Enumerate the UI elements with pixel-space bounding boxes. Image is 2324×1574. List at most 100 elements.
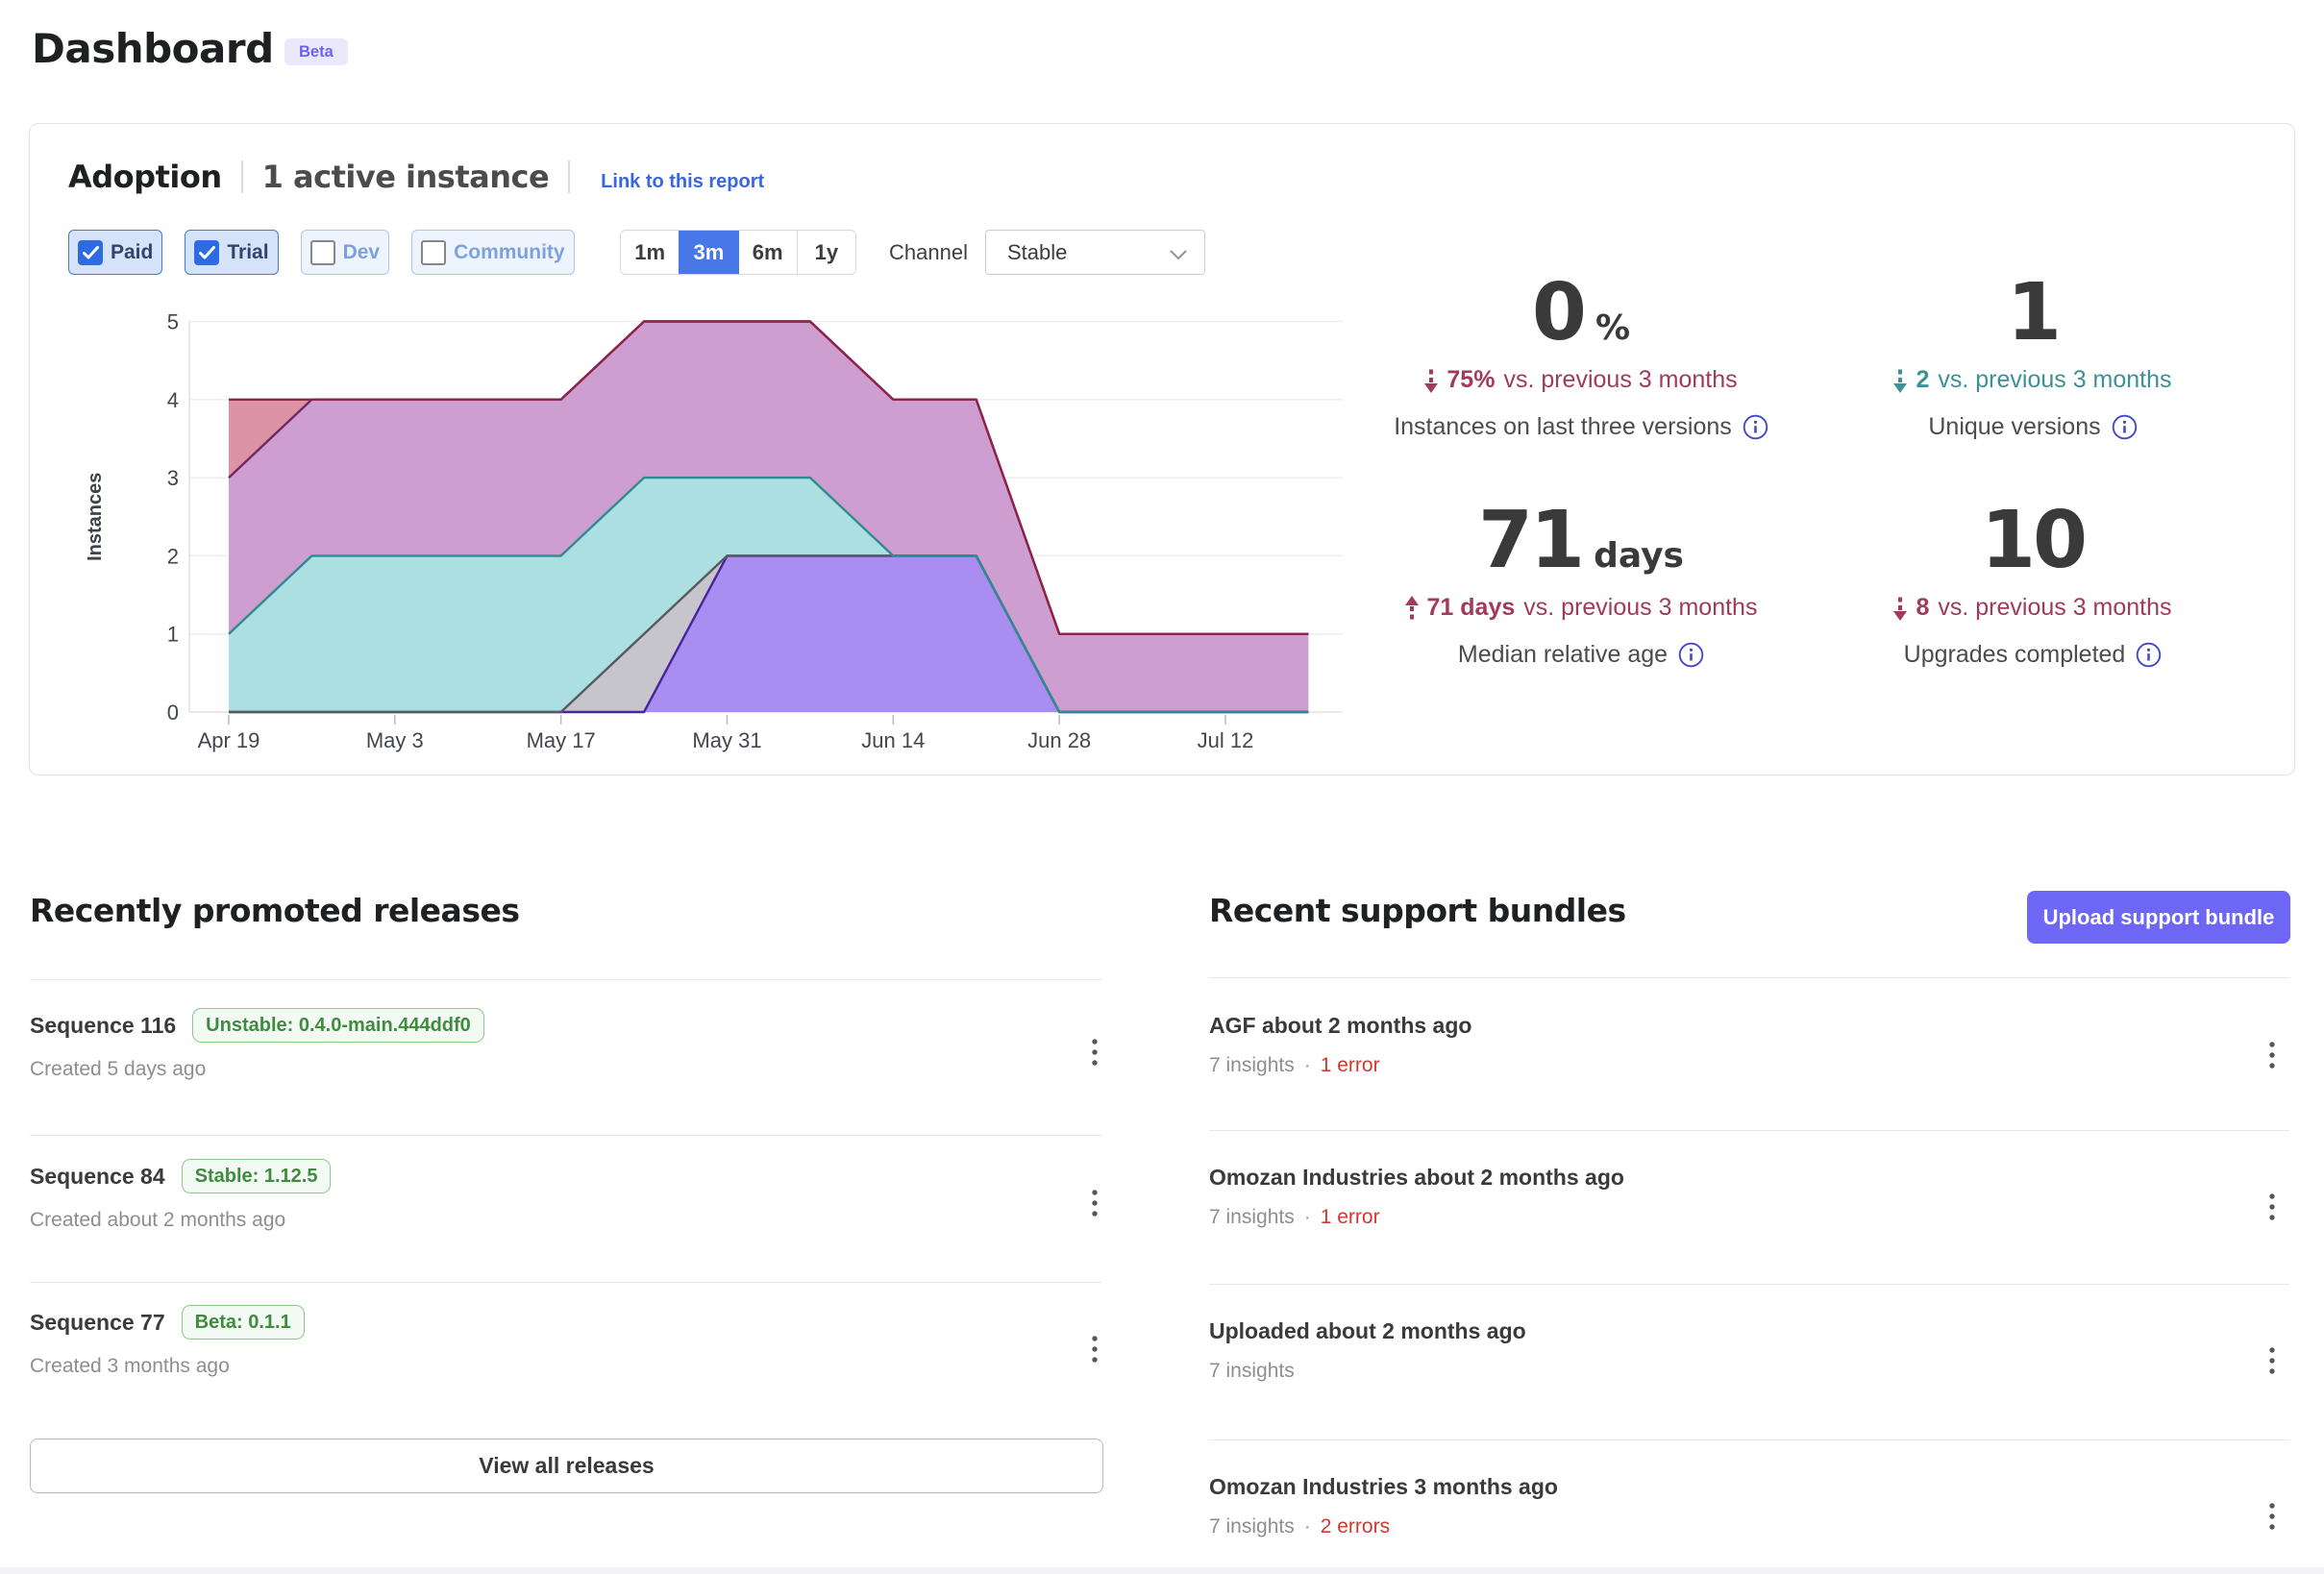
metric-label: Upgrades completed bbox=[1764, 641, 2302, 669]
info-icon[interactable] bbox=[1743, 414, 1768, 440]
time-range-control: 1m 3m 6m 1y bbox=[620, 230, 856, 275]
kebab-menu-icon[interactable] bbox=[2264, 1497, 2280, 1544]
svg-text:May 17: May 17 bbox=[527, 728, 596, 752]
range-1y[interactable]: 1y bbox=[796, 231, 855, 274]
metric-delta: 71 days vs. previous 3 months bbox=[1312, 594, 1850, 622]
trend-down-arrow-icon bbox=[1424, 367, 1439, 394]
svg-text:0: 0 bbox=[167, 701, 179, 725]
filter-chip-community[interactable]: Community bbox=[411, 230, 575, 275]
upload-support-bundle-button[interactable]: Upload support bundle bbox=[2027, 891, 2290, 944]
release-sequence: Sequence 116 bbox=[30, 1012, 177, 1038]
bundle-insights: 7 insights bbox=[1209, 1206, 1295, 1228]
adoption-header: Adoption 1 active instance Link to this … bbox=[68, 159, 764, 195]
svg-text:Instances: Instances bbox=[85, 473, 106, 561]
release-created: Created about 2 months ago bbox=[30, 1209, 286, 1231]
release-item[interactable]: Sequence 84 Stable: 1.12.5 Created about… bbox=[30, 1159, 1102, 1232]
kebab-menu-icon[interactable] bbox=[1087, 1330, 1102, 1377]
svg-text:5: 5 bbox=[167, 310, 179, 334]
license-filter-row: Paid Trial Dev Community bbox=[68, 230, 575, 275]
range-6m[interactable]: 6m bbox=[737, 231, 797, 274]
metric-value: 0% bbox=[1531, 267, 1631, 358]
kebab-menu-icon[interactable] bbox=[2264, 1188, 2280, 1235]
divider bbox=[1209, 1439, 2289, 1440]
svg-text:Jul 12: Jul 12 bbox=[1198, 728, 1254, 752]
bundle-meta: 7 insights · 1 error bbox=[1209, 1206, 2289, 1229]
svg-text:Jun 28: Jun 28 bbox=[1027, 728, 1091, 752]
bundle-insights: 7 insights bbox=[1209, 1515, 1295, 1537]
bundle-item[interactable]: AGF about 2 months ago 7 insights · 1 erro… bbox=[1209, 1013, 2289, 1077]
divider bbox=[30, 1282, 1102, 1283]
svg-text:May 3: May 3 bbox=[366, 728, 424, 752]
kebab-menu-icon[interactable] bbox=[2264, 1341, 2280, 1389]
release-version-badge: Beta: 0.1.1 bbox=[181, 1305, 305, 1340]
release-sequence: Sequence 77 bbox=[30, 1309, 165, 1335]
release-version-badge: Unstable: 0.4.0-main.444ddf0 bbox=[192, 1008, 484, 1043]
divider bbox=[1209, 1284, 2289, 1285]
bundle-title: AGF about 2 months ago bbox=[1209, 1013, 1472, 1038]
range-3m[interactable]: 3m bbox=[679, 231, 738, 274]
release-item[interactable]: Sequence 77 Beta: 0.1.1 Created 3 months… bbox=[30, 1305, 1102, 1378]
filter-chip-trial[interactable]: Trial bbox=[185, 230, 279, 275]
trend-down-arrow-icon bbox=[1893, 367, 1908, 394]
release-sequence: Sequence 84 bbox=[30, 1163, 165, 1189]
metric-median-relative-age: 71 days 71 days vs. previous 3 months Medi… bbox=[1312, 502, 1850, 669]
channel-select[interactable]: Stable bbox=[985, 230, 1205, 275]
metric-label: Unique versions bbox=[1764, 413, 2302, 441]
metric-delta: 2 vs. previous 3 months bbox=[1764, 366, 2302, 394]
checkbox-unchecked-icon[interactable] bbox=[309, 239, 335, 265]
filter-chip-dev[interactable]: Dev bbox=[300, 230, 390, 275]
trend-down-arrow-icon bbox=[1893, 595, 1908, 622]
filter-chip-paid[interactable]: Paid bbox=[68, 230, 163, 275]
metric-label: Median relative age bbox=[1312, 641, 1850, 669]
filter-chip-label: Paid bbox=[111, 240, 154, 263]
bundle-item[interactable]: Uploaded about 2 months ago 7 insights bbox=[1209, 1318, 2289, 1383]
metric-delta: 8 vs. previous 3 months bbox=[1764, 594, 2302, 622]
divider bbox=[1209, 1130, 2289, 1131]
meta-dot: · bbox=[1303, 1515, 1311, 1537]
bundle-item[interactable]: Omozan Industries 3 months ago 7 insight… bbox=[1209, 1474, 2289, 1538]
bundle-title: Omozan Industries 3 months ago bbox=[1209, 1474, 1558, 1499]
view-all-releases-button[interactable]: View all releases bbox=[30, 1439, 1103, 1493]
checkbox-checked-icon[interactable] bbox=[78, 239, 103, 265]
meta-dot: · bbox=[1303, 1054, 1311, 1076]
adoption-card: Adoption 1 active instance Link to this … bbox=[29, 123, 2295, 775]
checkbox-unchecked-icon[interactable] bbox=[421, 239, 447, 265]
svg-text:1: 1 bbox=[167, 623, 179, 647]
bundle-errors: 2 errors bbox=[1320, 1515, 1391, 1537]
release-created: Created 5 days ago bbox=[30, 1058, 207, 1080]
bundle-item[interactable]: Omozan Industries about 2 months ago 7 i… bbox=[1209, 1165, 2289, 1229]
chevron-down-icon bbox=[1170, 248, 1187, 265]
svg-text:4: 4 bbox=[167, 388, 179, 412]
divider bbox=[1209, 977, 2289, 978]
bundle-title: Omozan Industries about 2 months ago bbox=[1209, 1165, 1624, 1190]
adoption-title: Adoption bbox=[68, 159, 222, 195]
active-instances-count: 1 active instance bbox=[261, 159, 550, 195]
page-bottom-edge bbox=[0, 1567, 2324, 1574]
bundles-section-title: Recent support bundles bbox=[1209, 892, 1626, 929]
trend-up-arrow-icon bbox=[1404, 595, 1419, 622]
filter-chip-label: Dev bbox=[342, 240, 381, 263]
release-version-badge: Stable: 1.12.5 bbox=[181, 1159, 332, 1193]
info-icon[interactable] bbox=[2136, 642, 2162, 668]
release-created: Created 3 months ago bbox=[30, 1355, 230, 1377]
bundle-insights: 7 insights bbox=[1209, 1054, 1295, 1076]
header-separator bbox=[240, 160, 243, 193]
metric-upgrades-completed: 10 8 vs. previous 3 months Upgrades compl… bbox=[1764, 502, 2302, 669]
kebab-menu-icon[interactable] bbox=[1087, 1184, 1102, 1231]
range-1m[interactable]: 1m bbox=[634, 239, 666, 264]
release-item[interactable]: Sequence 116 Unstable: 0.4.0-main.444ddf… bbox=[30, 1008, 1102, 1081]
info-icon[interactable] bbox=[1678, 642, 1704, 668]
channel-label: Channel bbox=[889, 240, 968, 264]
info-icon[interactable] bbox=[2112, 414, 2138, 440]
page-title: Dashboard bbox=[32, 25, 274, 72]
bundle-meta: 7 insights bbox=[1209, 1360, 2289, 1383]
bundle-errors: 1 error bbox=[1320, 1054, 1380, 1076]
link-to-report[interactable]: Link to this report bbox=[601, 171, 765, 192]
kebab-menu-icon[interactable] bbox=[2264, 1036, 2280, 1083]
checkbox-checked-icon[interactable] bbox=[194, 239, 220, 265]
kebab-menu-icon[interactable] bbox=[1087, 1033, 1102, 1080]
releases-section-title: Recently promoted releases bbox=[30, 892, 520, 929]
metric-value: 1 bbox=[2006, 267, 2062, 358]
metric-label: Instances on last three versions bbox=[1312, 413, 1850, 441]
meta-dot: · bbox=[1303, 1206, 1311, 1228]
